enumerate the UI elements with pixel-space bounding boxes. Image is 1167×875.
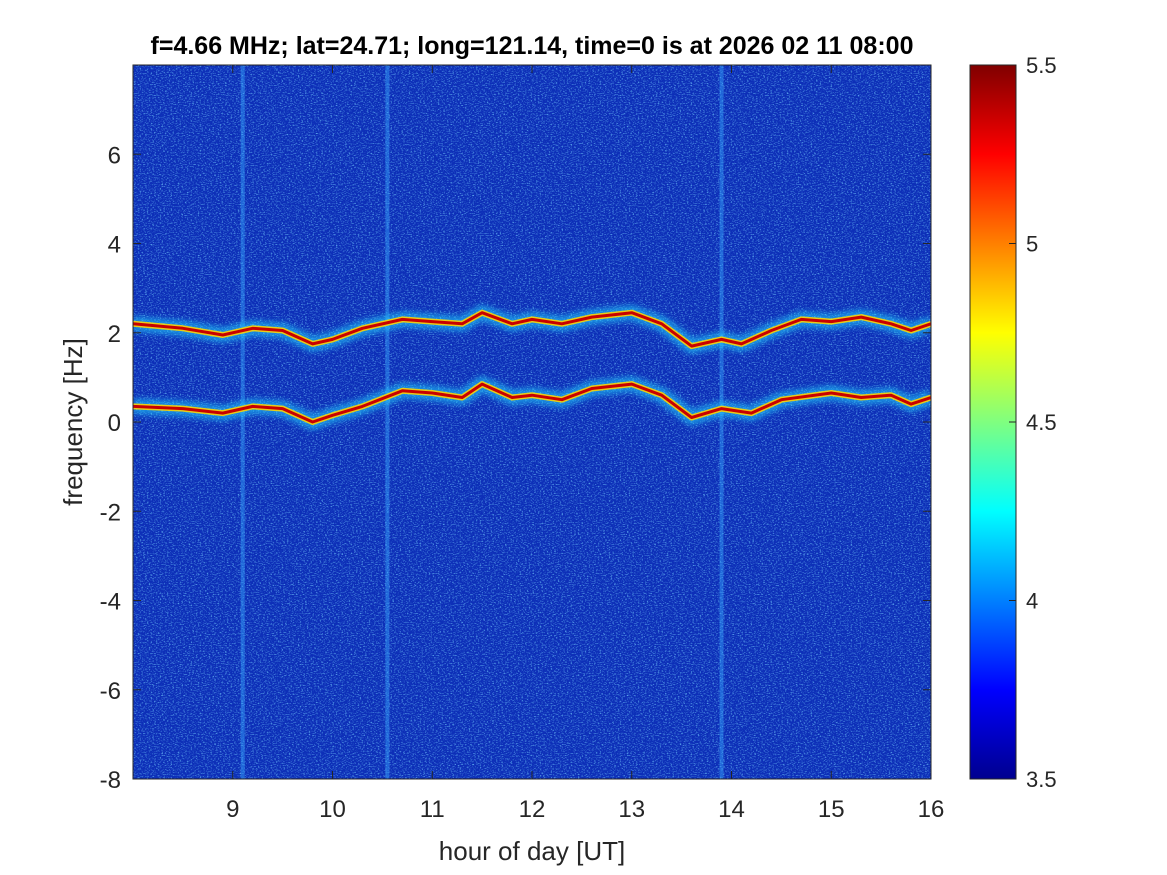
colorbar: 3.5 4 4.5 5 5.5 [969,53,1057,792]
y-tick-label: 2 [108,321,121,348]
x-tick-label: 13 [618,796,645,823]
x-axis-ticks: 9 10 11 12 13 14 15 16 [226,65,944,823]
y-axis-label: frequency [Hz] [58,338,88,506]
y-tick-label: -8 [100,767,121,794]
colorbar-tick-label: 4.5 [1026,410,1057,435]
streak-layer [240,65,724,779]
y-tick-label: -6 [100,678,121,705]
trace-ridge-0 [133,382,931,424]
x-tick-label: 10 [319,796,346,823]
x-axis-label: hour of day [UT] [439,836,625,866]
y-tick-label: 0 [108,410,121,437]
y-axis-ticks: -8 -6 -4 -2 0 2 4 6 [100,142,931,794]
chart-title: f=4.66 MHz; lat=24.71; long=121.14, time… [151,32,914,60]
x-tick-label: 9 [226,796,239,823]
colorbar-tick-label: 3.5 [1026,767,1057,792]
vertical-streak-2 [719,65,724,779]
x-tick-label: 12 [519,796,546,823]
y-tick-label: -2 [100,499,121,526]
colorbar-tick-label: 5 [1026,232,1038,257]
y-tick-label: -4 [100,589,121,616]
plot-area [133,65,931,779]
colorbar-tick-label: 4 [1026,589,1038,614]
noise-speckle-bright [133,65,931,779]
x-tick-label: 14 [718,796,745,823]
trace-layer [133,304,931,430]
vertical-streak-1 [385,65,390,779]
colorbar-ticks: 3.5 4 4.5 5 5.5 [1009,53,1057,792]
x-tick-label: 16 [918,796,945,823]
vertical-streak-0 [240,65,245,779]
y-tick-label: 6 [108,142,121,169]
colorbar-tick-label: 5.5 [1026,53,1057,78]
colorbar-gradient [970,65,1016,779]
y-tick-label: 4 [108,232,121,259]
x-tick-label: 15 [818,796,845,823]
x-tick-label: 11 [420,796,445,823]
trace-ridge-1 [133,311,931,348]
